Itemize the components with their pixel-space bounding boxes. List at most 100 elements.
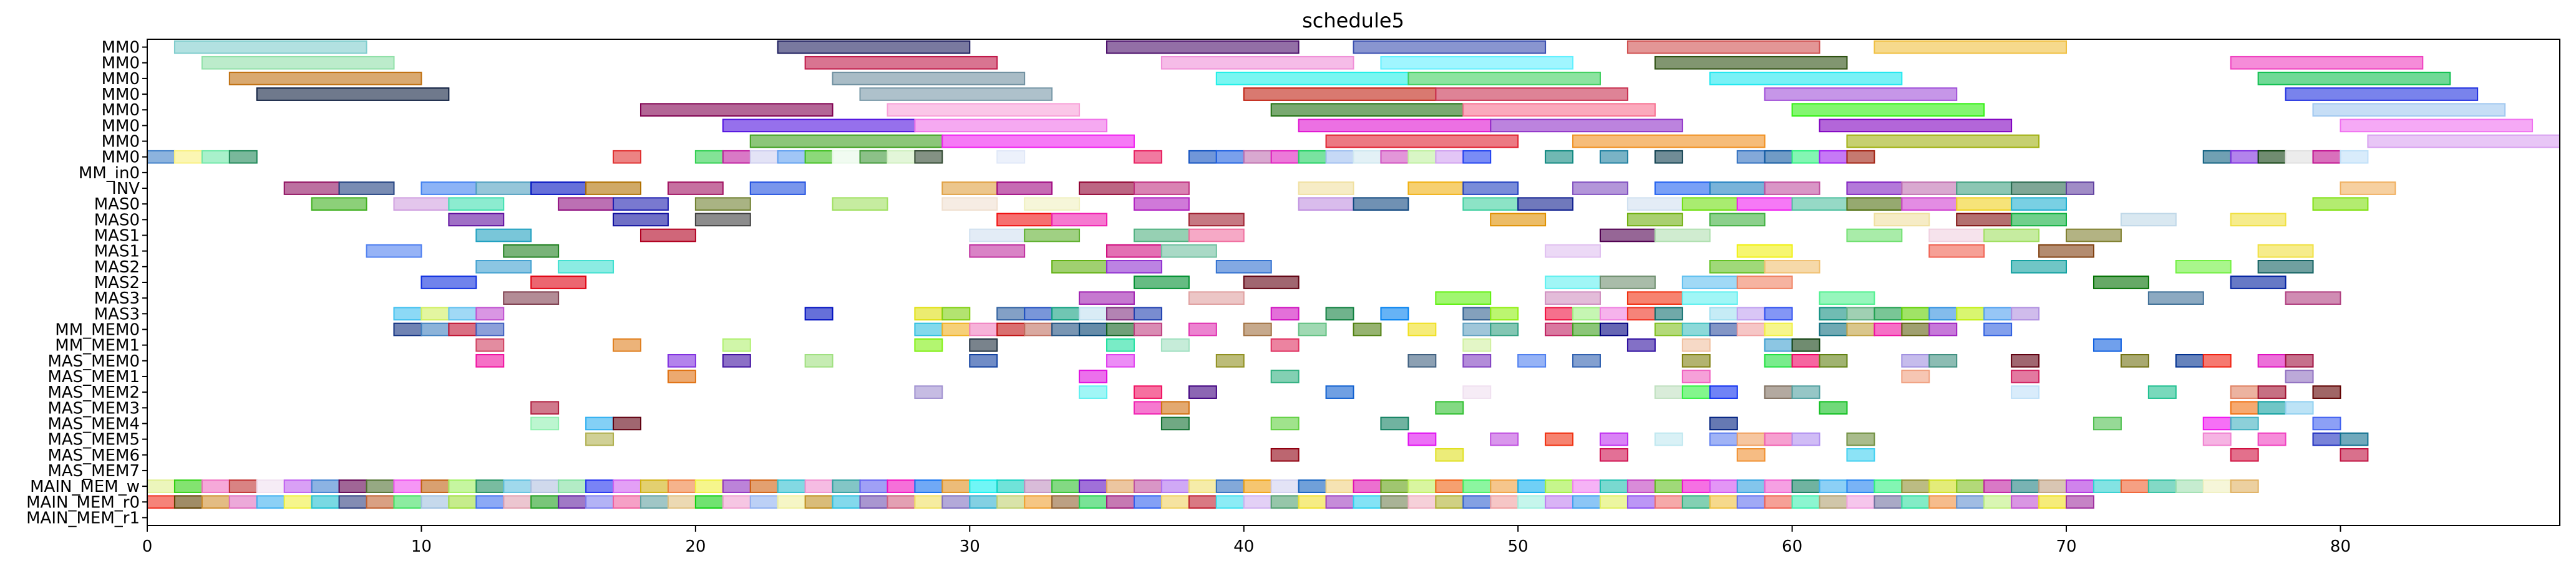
task-bar bbox=[2230, 150, 2259, 164]
task-bar bbox=[1298, 197, 1354, 211]
y-tick-label: MAS0 bbox=[94, 211, 140, 229]
task-bar bbox=[2011, 353, 2040, 368]
task-bar bbox=[1188, 213, 1245, 227]
task-bar bbox=[914, 307, 943, 321]
task-bar bbox=[1106, 338, 1135, 352]
task-bar bbox=[1846, 307, 1875, 321]
task-bar bbox=[1407, 181, 1464, 195]
task-bar bbox=[475, 338, 505, 352]
task-bar bbox=[2202, 353, 2232, 368]
task-bar bbox=[448, 197, 505, 211]
task-bar bbox=[2202, 416, 2232, 431]
task-bar bbox=[2011, 385, 2040, 399]
task-bar bbox=[1654, 322, 1683, 337]
task-bar bbox=[2175, 260, 2232, 274]
task-bar bbox=[1819, 495, 1848, 509]
task-bar bbox=[1462, 385, 1492, 399]
task-bar bbox=[1572, 495, 1601, 509]
task-bar bbox=[2092, 276, 2149, 289]
task-bar bbox=[1215, 495, 1245, 509]
task-bar bbox=[1709, 322, 1738, 337]
task-bar bbox=[996, 479, 1026, 493]
task-bar bbox=[1764, 181, 1820, 195]
task-bar bbox=[1353, 150, 1382, 164]
task-bar bbox=[2257, 385, 2287, 399]
task-bar bbox=[1709, 181, 1766, 195]
y-tick-label: MM_in0 bbox=[79, 164, 140, 183]
task-bar bbox=[1956, 197, 2013, 211]
task-bar bbox=[1626, 495, 1656, 509]
task-bar bbox=[1133, 307, 1162, 321]
task-bar bbox=[914, 338, 943, 352]
y-tick-label: MAS0 bbox=[94, 195, 140, 214]
task-bar bbox=[1791, 432, 1820, 446]
y-tick-label: MAS_MEM1 bbox=[47, 368, 140, 386]
task-bar bbox=[1626, 479, 1656, 493]
task-bar bbox=[1380, 150, 1409, 164]
task-bar bbox=[338, 495, 367, 509]
task-bar bbox=[1874, 479, 1903, 493]
task-bar bbox=[1188, 228, 1245, 242]
task-bar bbox=[749, 495, 779, 509]
task-bar bbox=[1626, 213, 1683, 227]
task-bar bbox=[2312, 103, 2506, 117]
task-bar bbox=[1572, 134, 1766, 148]
task-bar bbox=[503, 291, 560, 305]
task-bar bbox=[1572, 181, 1628, 195]
task-bar bbox=[1846, 479, 1875, 493]
task-bar bbox=[722, 479, 751, 493]
task-bar bbox=[1462, 338, 1492, 352]
task-bar bbox=[1490, 307, 1519, 321]
task-bar bbox=[1517, 479, 1547, 493]
task-bar bbox=[1983, 479, 2013, 493]
task-bar bbox=[1736, 322, 1766, 337]
task-bar bbox=[311, 197, 367, 211]
task-bar bbox=[1545, 322, 1574, 337]
task-bar bbox=[1901, 370, 1930, 383]
task-bar bbox=[1819, 479, 1848, 493]
task-bar bbox=[722, 495, 751, 509]
task-bar bbox=[475, 181, 532, 195]
y-tick-label: MM0 bbox=[102, 70, 140, 89]
task-bar bbox=[1188, 322, 1217, 337]
task-bar bbox=[1079, 370, 1108, 383]
task-bar bbox=[201, 150, 230, 164]
task-bar bbox=[1791, 385, 1820, 399]
task-bar bbox=[2230, 55, 2424, 70]
task-bar bbox=[1243, 150, 1272, 164]
task-bar bbox=[256, 479, 285, 493]
task-bar bbox=[667, 495, 696, 509]
task-bar bbox=[530, 479, 560, 493]
task-bar bbox=[1599, 432, 1628, 446]
task-bar bbox=[996, 213, 1053, 227]
task-bar bbox=[2285, 150, 2314, 164]
task-bar bbox=[2230, 479, 2259, 493]
task-bar bbox=[448, 495, 477, 509]
task-bar bbox=[1407, 150, 1437, 164]
task-bar bbox=[1709, 495, 1738, 509]
task-bar bbox=[1819, 307, 1848, 321]
task-bar bbox=[420, 307, 450, 321]
task-bar bbox=[1024, 495, 1053, 509]
task-bar bbox=[969, 228, 1026, 242]
task-bar bbox=[804, 55, 998, 70]
task-bar bbox=[1325, 479, 1354, 493]
task-bar bbox=[1325, 150, 1354, 164]
y-tick-label: MAS_MEM3 bbox=[47, 399, 140, 418]
task-bar bbox=[804, 495, 834, 509]
task-bar bbox=[1490, 322, 1519, 337]
task-bar bbox=[1079, 495, 1108, 509]
task-bar bbox=[969, 338, 998, 352]
task-bar bbox=[1681, 353, 1711, 368]
task-bar bbox=[1736, 150, 1766, 164]
task-bar bbox=[1599, 307, 1628, 321]
task-bar bbox=[667, 181, 724, 195]
task-bar bbox=[996, 495, 1026, 509]
task-bar bbox=[1681, 370, 1711, 383]
task-bar bbox=[777, 495, 806, 509]
y-axis: MM0MM0MM0MM0MM0MM0MM0MM0MM_in0INVMAS0MAS… bbox=[26, 39, 147, 527]
y-tick-label: MAS_MEM5 bbox=[47, 431, 140, 449]
task-bar bbox=[1709, 213, 1766, 227]
task-bar bbox=[2312, 150, 2341, 164]
task-bar bbox=[1270, 370, 1300, 383]
